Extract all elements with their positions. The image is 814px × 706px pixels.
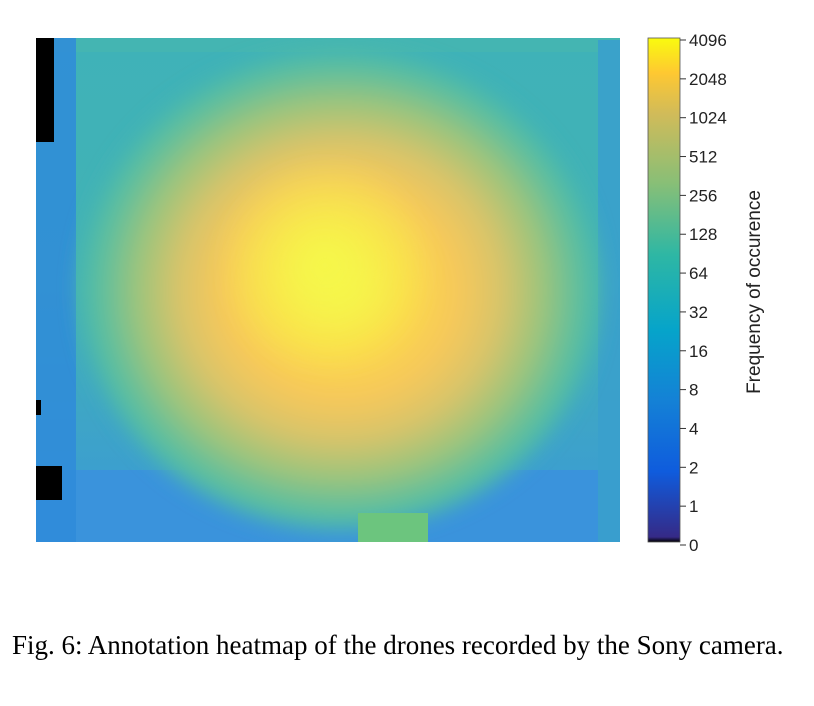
colorbar-tick-label: 2048 bbox=[689, 70, 727, 89]
heatmap-bottom-patch bbox=[358, 513, 428, 542]
colorbar-tick-label: 8 bbox=[689, 381, 698, 400]
heatmap-top-band bbox=[36, 38, 620, 52]
zero-region-left-mark bbox=[36, 400, 41, 415]
heatmap-plot bbox=[36, 38, 620, 542]
colorbar-tick-label: 4 bbox=[689, 419, 698, 438]
colorbar-tick-label: 1 bbox=[689, 497, 698, 516]
colorbar-title: Frequency of occurence bbox=[744, 190, 765, 394]
colorbar-tick-label: 1024 bbox=[689, 109, 727, 128]
colorbar-tick-label: 16 bbox=[689, 342, 708, 361]
colorbar-tick-label: 0 bbox=[689, 536, 698, 555]
figure-caption: Fig. 6: Annotation heatmap of the drones… bbox=[12, 630, 784, 660]
colorbar-tick-label: 256 bbox=[689, 186, 717, 205]
zero-region-top-left bbox=[36, 38, 54, 142]
colorbar-tick-label: 4096 bbox=[689, 31, 727, 50]
heatmap-right-band bbox=[598, 40, 620, 542]
colorbar-tick-label: 2 bbox=[689, 458, 698, 477]
colorbar-tick-label: 32 bbox=[689, 303, 708, 322]
zero-region-bottom-left bbox=[36, 466, 62, 500]
colorbar-ticks: 0 1 2 4 8 16 32 64 128 256 512 1024 2048 4096 bbox=[680, 31, 727, 555]
colorbar: 0 1 2 4 8 16 32 64 128 256 512 1024 2048 4096 Frequen… bbox=[647, 31, 765, 555]
colorbar-tick-label: 128 bbox=[689, 225, 717, 244]
heatmap-hot-core bbox=[215, 155, 435, 375]
colorbar-gradient bbox=[647, 37, 681, 543]
colorbar-tick-label: 512 bbox=[689, 148, 717, 167]
colorbar-tick-label: 64 bbox=[689, 264, 708, 283]
